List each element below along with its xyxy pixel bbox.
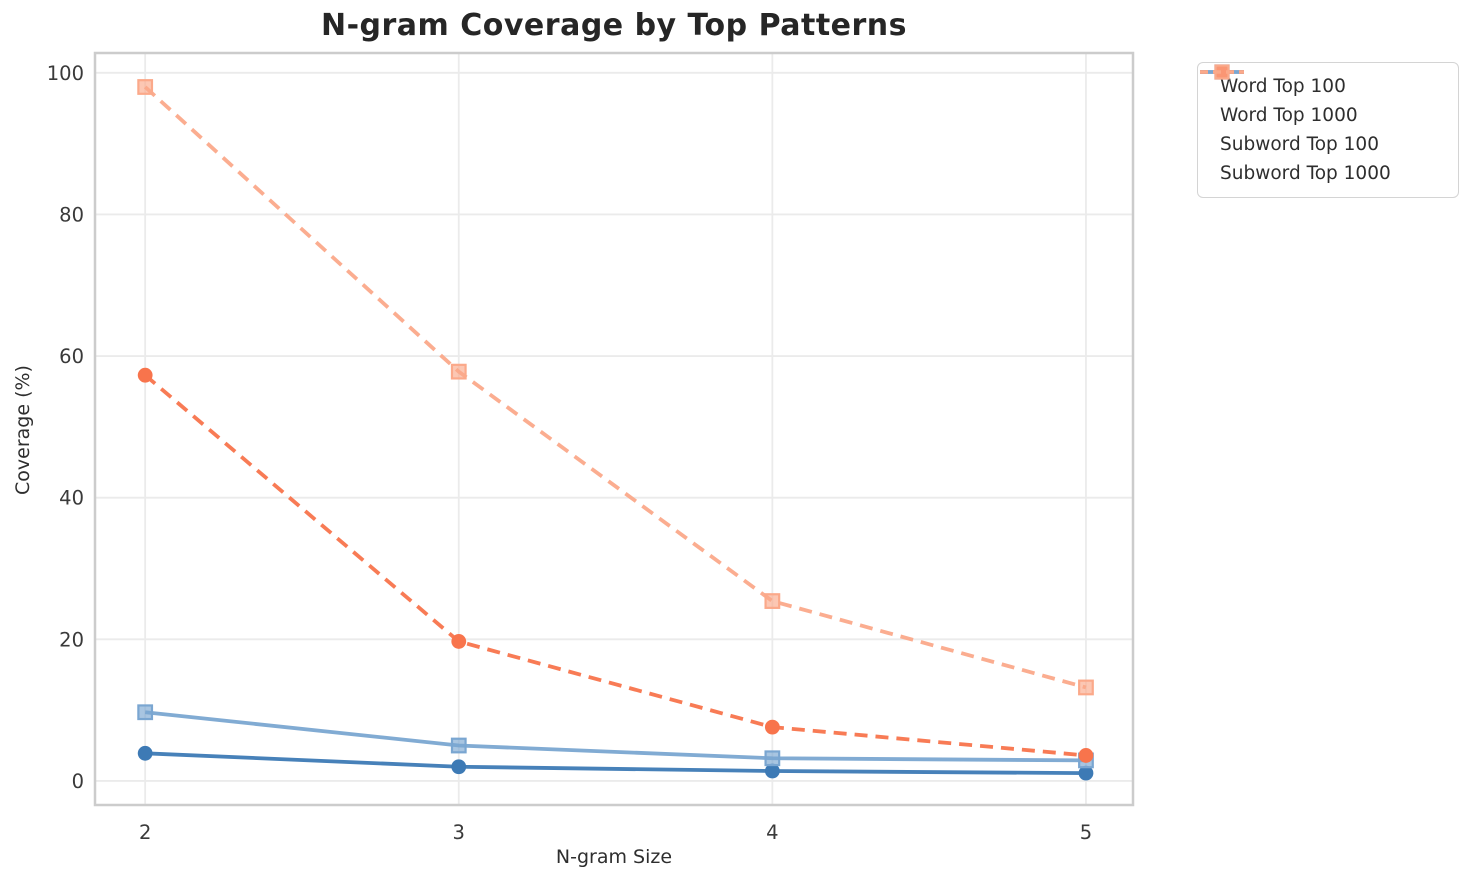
legend-entry: Subword Top 1000 (1200, 64, 1446, 188)
data-point-marker (1078, 748, 1094, 763)
y-axis-label: Coverage (%) (12, 365, 34, 495)
x-tick-label: 3 (453, 821, 465, 844)
data-point-marker (137, 745, 153, 761)
x-tick-label: 4 (766, 821, 778, 844)
legend-entry: Word Top 1000 (1200, 64, 1446, 130)
data-point-marker (450, 737, 467, 754)
series-line (145, 751, 1086, 776)
y-tick-label: 40 (59, 487, 84, 510)
data-point-marker (764, 763, 780, 779)
y-tick-label: 80 (59, 203, 84, 226)
legend-label: Subword Top 100 (1220, 134, 1379, 155)
legend-label: Word Top 1000 (1220, 105, 1358, 126)
legend-entry: Subword Top 100 (1200, 65, 1446, 159)
y-tick-label: 0 (72, 770, 84, 793)
y-tick-label: 60 (59, 345, 84, 368)
legend-label: Subword Top 1000 (1220, 163, 1391, 184)
data-point-marker (764, 719, 780, 735)
legend-label: Word Top 100 (1220, 76, 1346, 97)
data-point-marker (137, 704, 154, 721)
data-point-marker (451, 634, 467, 649)
plot-area (95, 53, 1133, 805)
data-point-marker (137, 367, 153, 383)
x-axis-label: N-gram Size (555, 846, 673, 868)
data-point-marker (451, 759, 467, 775)
data-point-marker (764, 750, 781, 767)
series-line (144, 710, 1086, 763)
legend: Word Top 100 Word Top 1000 Subword Top 100… (1197, 62, 1459, 198)
x-tick-label: 2 (139, 821, 151, 844)
data-point-marker (450, 363, 467, 380)
x-tick-label: 5 (1080, 821, 1092, 844)
y-tick-label: 20 (59, 628, 84, 651)
legend-marker-square-icon (1200, 64, 1244, 80)
data-point-marker (764, 593, 781, 609)
y-tick-label: 100 (47, 62, 84, 85)
data-point-marker (137, 79, 154, 95)
chart-title: N-gram Coverage by Top Patterns (320, 8, 908, 43)
series-line (143, 373, 1087, 758)
axes-spines (93, 51, 1135, 807)
data-point-marker (1078, 679, 1094, 696)
data-point-marker (1078, 765, 1094, 781)
series-line (143, 85, 1087, 690)
